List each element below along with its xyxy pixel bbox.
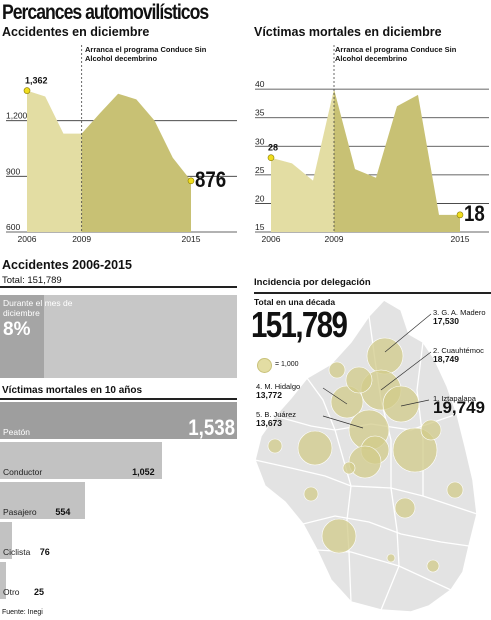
x-tick-label: 2006 xyxy=(262,234,281,244)
y-tick-label: 30 xyxy=(255,136,265,146)
incidence-circle xyxy=(446,481,464,499)
last-value-dot xyxy=(456,211,464,219)
x-tick-label: 2009 xyxy=(325,234,344,244)
y-tick-label: 15 xyxy=(255,222,265,232)
map-label-b-juarez: 5. B. Juárez 13,673 xyxy=(256,410,297,428)
victimas-bars: Peatón 1,538 Conductor 1,052 Pasajero 554 Cicl… xyxy=(0,402,240,602)
diciembre-bar xyxy=(0,294,44,378)
chart-title-accidentes: Accidentes en diciembre xyxy=(2,25,150,39)
map-leader-lines xyxy=(322,313,432,429)
incidence-circle xyxy=(297,430,333,466)
bar-value: 1,052 xyxy=(132,467,155,477)
source-note: Fuente: Inegi xyxy=(2,609,43,616)
bar-value: 554 xyxy=(55,507,71,517)
incidence-circle xyxy=(345,366,373,394)
bar-label: Otro xyxy=(3,587,20,597)
y-tick-label: 600 xyxy=(6,222,20,232)
bar-divider xyxy=(0,294,237,295)
annotation-victimas: Arranca el programa Conduce Sin Alcohol … xyxy=(335,45,457,63)
first-value-label: 1,362 xyxy=(25,76,48,86)
chart-title-victimas: Víctimas mortales en diciembre xyxy=(254,25,442,39)
map-label-ga-madero: 3. G. A. Madero 17,530 xyxy=(433,308,486,326)
y-tick-label: 35 xyxy=(255,108,265,118)
incidence-circle xyxy=(330,385,364,419)
bar-label: Peatón xyxy=(3,427,30,437)
map-legend-label: = 1,000 xyxy=(275,361,299,368)
bar-label: Ciclista xyxy=(3,547,31,557)
incidence-circle xyxy=(386,553,396,563)
map-label-m-hidalgo: 4. M. Hidalgo 13,772 xyxy=(256,382,301,400)
incidence-circle xyxy=(366,337,404,375)
incidence-circle xyxy=(348,445,382,479)
y-tick-label: 1,200 xyxy=(6,111,28,121)
delegaciones-map xyxy=(254,299,478,613)
incidence-circle xyxy=(328,361,346,379)
total-accidentes-line xyxy=(0,286,237,288)
diciembre-percent: 8% xyxy=(3,319,31,340)
area-before-program xyxy=(271,89,334,232)
last-value-label: 876 xyxy=(195,168,226,192)
area-after-program xyxy=(334,89,460,232)
area-before-program xyxy=(27,90,82,233)
incidence-circle xyxy=(420,419,442,441)
accidentes-area-chart: 600 900 1,200 2006 2009 2015 1,362 876 xyxy=(6,45,237,244)
x-tick-label: 2009 xyxy=(72,234,91,244)
bar-label: Pasajero xyxy=(3,507,37,517)
map-total-caption: Total en una década xyxy=(254,297,336,307)
first-value-dot xyxy=(23,87,31,94)
incidence-circle xyxy=(394,497,416,519)
x-tick-label: 2006 xyxy=(18,234,37,244)
victimas-10-line xyxy=(0,398,237,400)
bar-peatón xyxy=(0,402,237,439)
map-legend-circle xyxy=(257,358,272,373)
bar-value: 25 xyxy=(34,587,45,597)
bar-conductor xyxy=(0,442,163,479)
x-tick-label: 2015 xyxy=(451,234,470,244)
y-tick-label: 900 xyxy=(6,166,20,176)
first-value-label: 28 xyxy=(268,143,278,153)
map-label-cuauhtemoc: 2. Cuauhtémoc 18,749 xyxy=(433,346,484,364)
bar-value: 76 xyxy=(39,547,50,557)
last-value-dot xyxy=(187,177,195,185)
bar-pasajero xyxy=(0,482,86,519)
area-after-program xyxy=(81,93,191,232)
bar-value: 1,538 xyxy=(188,415,235,440)
incidence-circle xyxy=(342,461,356,475)
page-title: Percances automovilísticos xyxy=(2,1,209,24)
bar-ciclista xyxy=(0,522,12,559)
victimas-area-chart: 15 20 25 30 35 40 2006 2009 2015 28 18 xyxy=(255,45,489,244)
y-tick-label: 20 xyxy=(255,193,265,203)
map-label-iztapalapa: 1. Iztapalapa 19,749 xyxy=(433,394,485,417)
map-total-value: 151,789 xyxy=(251,304,348,345)
chart-title-victimas-10: Víctimas mortales en 10 años xyxy=(2,385,143,396)
incidence-circle xyxy=(382,385,420,423)
x-tick-label: 2015 xyxy=(182,234,201,244)
diciembre-label: Durante el mes de diciembre xyxy=(3,298,73,318)
incidence-circle xyxy=(426,559,440,573)
incidence-circle xyxy=(321,518,357,554)
chart-title-accidentes-periodo: Accidentes 2006-2015 xyxy=(2,258,132,272)
incidence-circle xyxy=(303,486,319,502)
last-value-label: 18 xyxy=(464,203,485,227)
total-accidentes-label: Total: 151,789 xyxy=(2,275,62,286)
map-title-line xyxy=(254,292,491,294)
first-value-dot xyxy=(267,154,275,162)
map-title: Incidencia por delegación xyxy=(254,277,371,288)
annotation-accidentes: Arranca el programa Conduce Sin Alcohol … xyxy=(85,45,207,63)
y-tick-label: 25 xyxy=(255,165,265,175)
bar-label: Conductor xyxy=(3,467,43,477)
y-tick-label: 40 xyxy=(255,79,265,89)
incidence-circle xyxy=(267,438,283,454)
bar-otro xyxy=(0,562,6,599)
